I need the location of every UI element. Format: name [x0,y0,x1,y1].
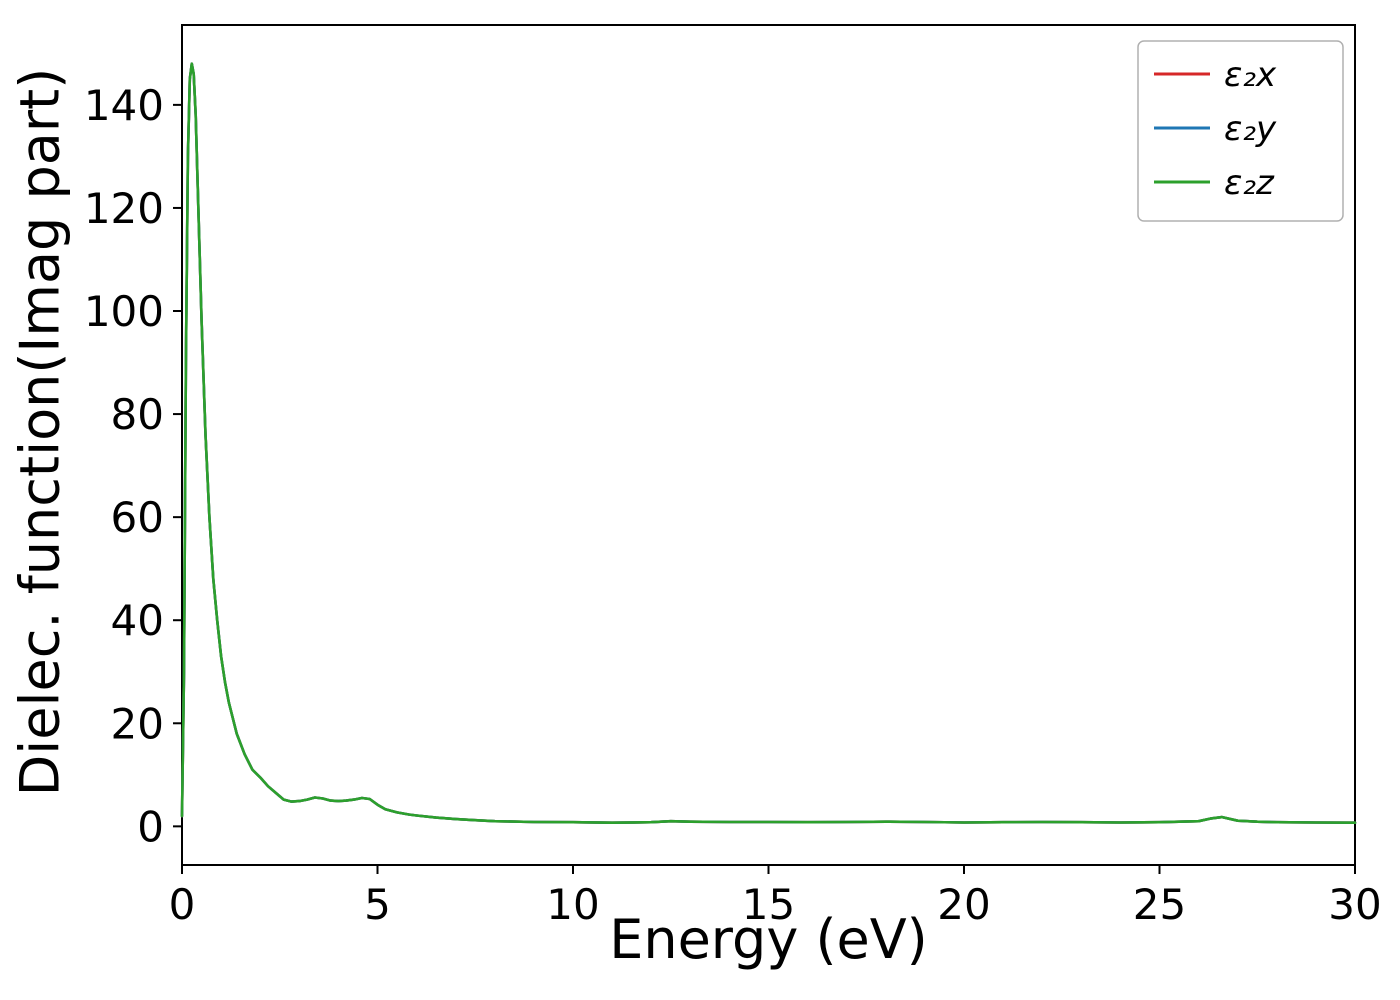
x-tick-label: 25 [1133,880,1186,929]
y-tick-label: 40 [111,596,164,645]
x-tick-label: 30 [1328,880,1381,929]
legend-label-e2z: ε₂z [1224,163,1275,203]
x-tick-label: 15 [742,880,795,929]
y-tick-label: 20 [111,699,164,748]
x-tick-label: 5 [364,880,391,929]
y-tick-label: 120 [84,184,164,233]
legend-label-e2x: ε₂x [1224,55,1277,95]
series-line-e2z [180,62,1357,825]
y-tick-label: 140 [84,81,164,130]
y-tick-label: 60 [111,493,164,542]
y-tick-label: 0 [137,802,164,851]
x-axis-label: Energy (eV) [609,908,928,971]
y-axis-label: Dielec. function(Imag part) [8,67,72,797]
y-tick-label: 80 [111,390,164,439]
y-tick-label: 100 [84,287,164,336]
x-tick-label: 0 [169,880,196,929]
legend-label-e2y: ε₂y [1224,109,1277,149]
x-tick-label: 10 [546,880,599,929]
x-tick-label: 20 [937,880,990,929]
legend-box [1137,40,1344,222]
